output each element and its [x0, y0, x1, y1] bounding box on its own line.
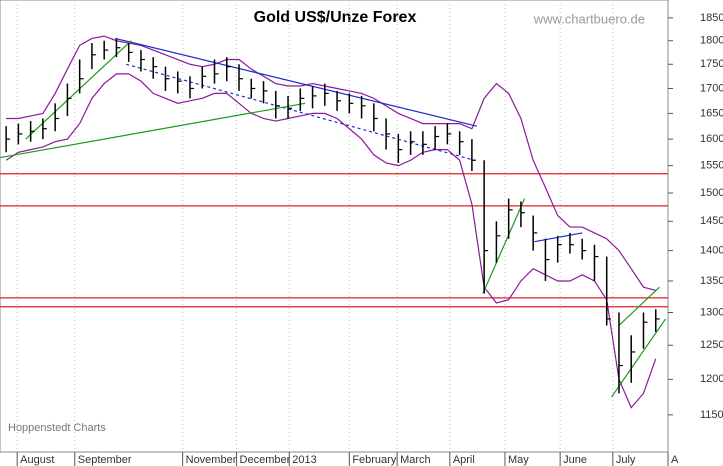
y-tick-label: 1500: [700, 187, 723, 199]
chart-title: Gold US$/Unze Forex: [254, 9, 417, 26]
y-tick-label: 1650: [700, 107, 723, 119]
x-tick-label: May: [508, 454, 529, 466]
trend-line: [618, 286, 660, 326]
x-tick-label: November: [186, 454, 237, 466]
trend-line: [482, 198, 526, 294]
footer: Hoppenstedt Charts: [8, 422, 106, 434]
y-tick-label: 1400: [700, 245, 723, 257]
x-tick-label: A: [671, 454, 679, 466]
y-tick-label: 1300: [700, 306, 723, 318]
band-lower: [5, 73, 657, 409]
x-tick-label: 2013: [292, 454, 316, 466]
y-tick-label: 1600: [700, 133, 723, 145]
y-tick-label: 1550: [700, 160, 723, 172]
trend-line: [126, 63, 475, 161]
y-tick-label: 1800: [700, 35, 723, 47]
y-tick-label: 1200: [700, 373, 723, 385]
x-tick-label: July: [616, 454, 636, 466]
trend-line: [611, 318, 667, 398]
x-tick-label: April: [453, 454, 475, 466]
y-tick-label: 1150: [700, 409, 723, 421]
x-tick-label: August: [20, 454, 54, 466]
y-tick-label: 1750: [700, 58, 723, 70]
x-tick-label: September: [78, 454, 132, 466]
x-tick-label: February: [352, 454, 397, 466]
y-tick-label: 1450: [700, 215, 723, 227]
y-tick-label: 1350: [700, 275, 723, 287]
x-tick-label: March: [400, 454, 431, 466]
source: www.chartbuero.de: [533, 11, 645, 26]
plot-frame: [0, 0, 669, 453]
x-tick-label: June: [563, 454, 587, 466]
x-tick-label: December: [240, 454, 291, 466]
y-tick-label: 1700: [700, 82, 723, 94]
y-tick-label: 1850: [700, 12, 723, 24]
band-upper: [6, 35, 656, 291]
trend-line: [115, 37, 477, 127]
trend-line: [0, 102, 306, 159]
y-tick-label: 1250: [700, 339, 723, 351]
